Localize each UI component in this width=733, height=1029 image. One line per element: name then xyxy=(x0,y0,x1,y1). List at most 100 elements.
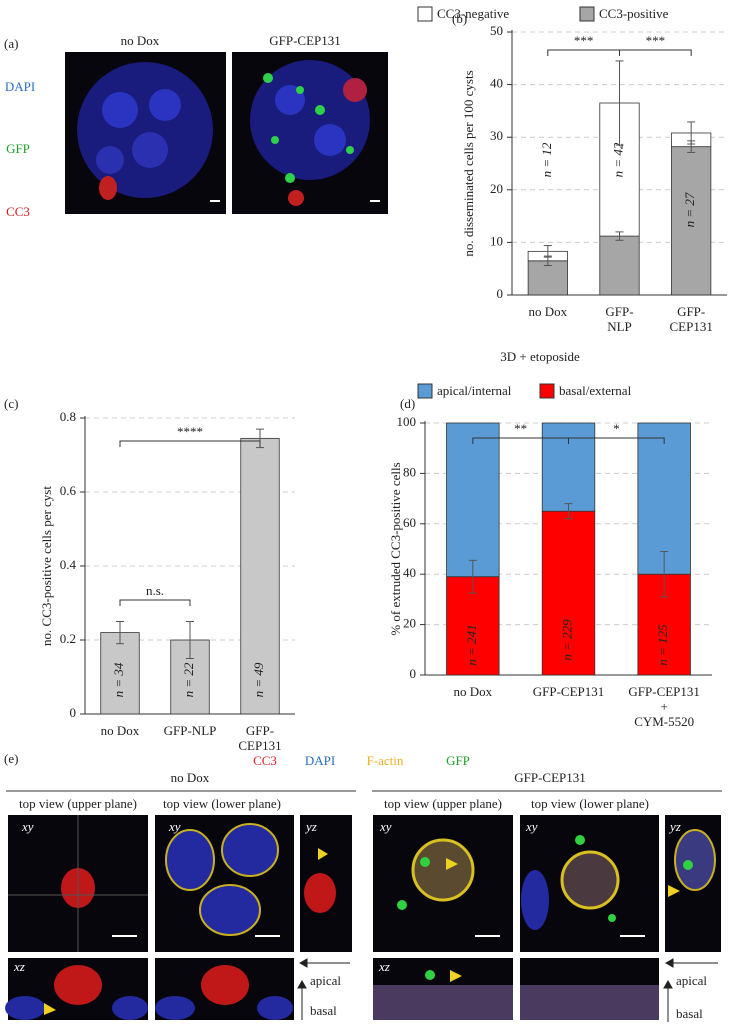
y-axis-label: no. CC3-positive cells per cyst xyxy=(39,486,54,646)
error-bar xyxy=(468,559,477,594)
legend-swatch xyxy=(539,383,555,399)
error-bar xyxy=(543,245,552,258)
legend-label: basal/external xyxy=(559,383,632,398)
bar xyxy=(599,235,640,296)
legend-label: CC3-positive xyxy=(599,6,669,21)
x-tick-label: GFP-CEP131 xyxy=(238,723,281,753)
column-title: GFP-CEP131 xyxy=(269,33,341,48)
direction-label: basal xyxy=(310,1003,337,1018)
y-tick-label: 0 xyxy=(70,705,77,720)
column-title: no Dox xyxy=(121,33,160,48)
significance-label: * xyxy=(613,421,620,436)
x-tick-label: GFP-NLP xyxy=(164,723,217,738)
plane-label: yz xyxy=(304,819,317,834)
x-tick-label: GFP-NLP xyxy=(605,304,633,334)
error-bar xyxy=(564,503,573,520)
significance-label: *** xyxy=(574,33,594,48)
legend-label: CC3-negative xyxy=(437,6,509,21)
y-tick-label: 0.2 xyxy=(60,631,76,646)
micrograph xyxy=(5,815,721,1020)
x-tick-label: GFP-CEP131 xyxy=(669,304,712,334)
panel-label: (a) xyxy=(4,36,18,51)
y-axis-label: no. disseminated cells per 100 cysts xyxy=(461,70,476,256)
channel-label: CC3 xyxy=(253,753,277,768)
error-bar xyxy=(660,551,669,598)
y-tick-label: 100 xyxy=(397,414,417,429)
significance-label: n.s. xyxy=(146,583,164,598)
y-tick-label: 10 xyxy=(490,233,503,248)
panel-label: (c) xyxy=(4,396,18,411)
channel-label: GFP xyxy=(446,753,470,768)
direction-label: basal xyxy=(676,1006,703,1021)
panel-label: (d) xyxy=(400,396,415,411)
micrograph xyxy=(65,52,226,214)
significance-bracket xyxy=(568,437,665,444)
view-title: top view (lower plane) xyxy=(531,796,649,811)
bar-label: n = 27 xyxy=(682,192,697,227)
plane-label: xy xyxy=(525,819,538,834)
bar-label: n = 49 xyxy=(251,662,266,697)
bar xyxy=(541,510,596,676)
y-tick-label: 20 xyxy=(490,181,503,196)
bar-label: n = 12 xyxy=(539,142,554,177)
y-tick-label: 0.6 xyxy=(60,483,77,498)
panel-label: (b) xyxy=(452,11,467,26)
channel-label: DAPI xyxy=(305,753,335,768)
y-tick-label: 0 xyxy=(410,666,417,681)
error-bar xyxy=(186,621,194,659)
significance-label: **** xyxy=(177,424,203,439)
x-tick-label: no Dox xyxy=(101,723,140,738)
plane-label: xz xyxy=(13,959,25,974)
micrograph xyxy=(232,52,388,214)
bar-label: n = 22 xyxy=(181,662,196,697)
plane-label: yz xyxy=(668,819,681,834)
significance-bracket xyxy=(547,49,620,56)
significance-bracket xyxy=(619,49,692,56)
bar-label: n = 241 xyxy=(464,624,479,665)
chart-title: 3D + etoposide xyxy=(500,349,580,364)
channel-label: GFP xyxy=(6,141,30,156)
y-tick-label: 40 xyxy=(403,565,416,580)
y-tick-label: 60 xyxy=(403,515,416,530)
arrows xyxy=(297,958,718,1022)
plane-label: xy xyxy=(379,819,392,834)
bar xyxy=(541,422,596,512)
bar xyxy=(671,146,712,296)
plane-label: xy xyxy=(21,819,34,834)
bar-label: n = 229 xyxy=(559,619,574,661)
legend-swatch xyxy=(579,6,595,22)
error-bar xyxy=(116,621,124,645)
y-tick-label: 0.4 xyxy=(60,557,77,572)
y-axis-label: % of extruded CC3-positive cells xyxy=(388,462,403,635)
x-tick-label: no Dox xyxy=(529,304,568,319)
error-bar xyxy=(615,60,624,146)
significance-bracket xyxy=(119,599,191,606)
significance-label: *** xyxy=(646,33,666,48)
y-tick-label: 20 xyxy=(403,616,416,631)
bar xyxy=(100,632,140,715)
y-tick-label: 0 xyxy=(497,286,504,301)
channel-label: DAPI xyxy=(5,79,35,94)
legend-label: apical/internal xyxy=(437,383,512,398)
channel-label: F-actin xyxy=(367,753,404,768)
channel-label: CC3 xyxy=(6,204,30,219)
plane-label: xy xyxy=(168,819,181,834)
bar-label: n = 42 xyxy=(610,142,625,177)
error-bar xyxy=(615,231,624,241)
y-tick-label: 80 xyxy=(403,464,416,479)
group-title: GFP-CEP131 xyxy=(514,770,586,785)
view-title: top view (upper plane) xyxy=(19,796,137,811)
bar xyxy=(446,422,500,578)
x-tick-label: GFP-CEP131 xyxy=(533,684,605,699)
y-tick-label: 40 xyxy=(490,76,503,91)
y-tick-label: 30 xyxy=(490,128,503,143)
view-title: top view (lower plane) xyxy=(163,796,281,811)
x-tick-label: GFP-CEP131 + CYM-5520 xyxy=(628,684,700,729)
direction-label: apical xyxy=(310,973,341,988)
y-tick-label: 50 xyxy=(490,23,503,38)
x-tick-label: no Dox xyxy=(454,684,493,699)
panel-label: (e) xyxy=(4,751,18,766)
significance-label: ** xyxy=(514,421,527,436)
bar xyxy=(637,422,691,575)
